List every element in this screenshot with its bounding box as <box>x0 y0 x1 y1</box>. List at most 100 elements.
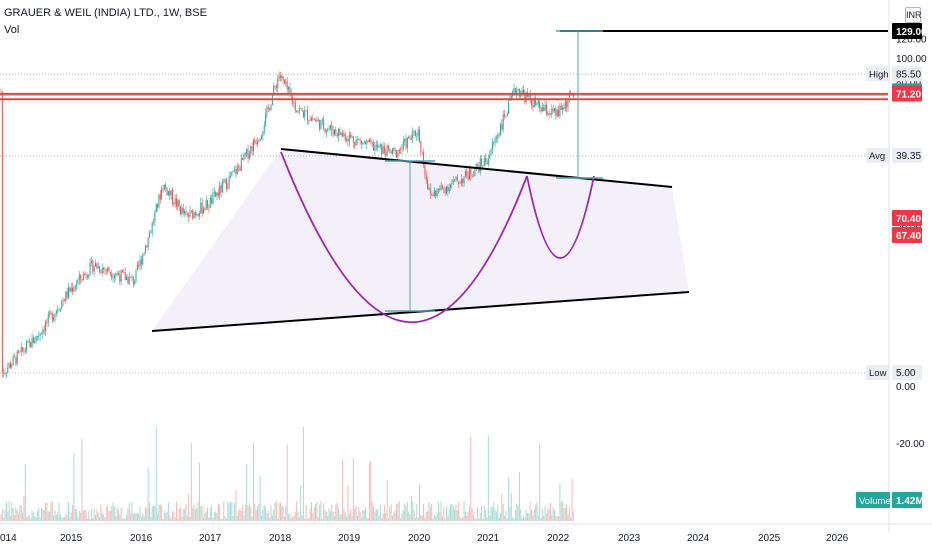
candle-body <box>298 108 300 111</box>
volume-bar <box>362 510 364 521</box>
candle-body <box>567 99 569 108</box>
volume-bar <box>429 506 431 521</box>
candle-body <box>261 135 263 140</box>
volume-bar <box>20 505 22 521</box>
candle-body <box>105 270 107 271</box>
candle-body <box>373 142 375 151</box>
volume-bar <box>328 507 330 521</box>
volume-bar <box>541 509 543 521</box>
volume-bar <box>392 515 393 521</box>
volume-bar <box>421 515 423 521</box>
volume-bar <box>232 515 234 521</box>
volume-bar <box>70 512 72 521</box>
candle-body <box>468 168 470 180</box>
volume-bar <box>119 514 121 521</box>
volume-bar <box>225 518 227 521</box>
candle-body <box>508 100 510 115</box>
candle-body <box>188 214 190 217</box>
candle-body <box>104 269 106 271</box>
candle-body <box>428 187 430 189</box>
volume-bar <box>359 511 361 521</box>
candle-body <box>158 194 160 208</box>
volume-bar <box>257 506 258 521</box>
candle-body <box>539 101 541 108</box>
volume-bar <box>459 516 461 521</box>
candle-body <box>126 277 128 280</box>
volume-bar <box>529 501 531 521</box>
candle-body <box>359 139 361 141</box>
candle-body <box>462 179 464 184</box>
candle-body <box>344 133 346 141</box>
volume-bar <box>414 517 416 521</box>
candle-body <box>393 148 395 151</box>
candle-body <box>122 270 123 273</box>
volume-bar <box>329 511 331 521</box>
candle-body <box>262 131 264 136</box>
volume-bar <box>369 462 371 521</box>
volume-bar <box>346 516 348 521</box>
candle-body <box>76 284 78 287</box>
volume-bar <box>551 514 553 521</box>
volume-bar <box>101 512 103 521</box>
candle-body <box>194 212 196 215</box>
volume-bar <box>508 477 510 521</box>
candle-body <box>355 139 357 146</box>
candle-body <box>328 128 330 130</box>
candle-body <box>452 179 454 184</box>
candle-body <box>313 119 315 121</box>
volume-bar <box>292 516 294 521</box>
candle-body <box>161 189 163 200</box>
volume-bar <box>375 509 377 521</box>
volume-bar <box>166 511 168 521</box>
volume-bar <box>136 512 138 521</box>
volume-bar <box>323 503 325 521</box>
candle-body <box>333 129 335 135</box>
candle-body <box>379 144 381 146</box>
candle-body <box>482 165 484 167</box>
volume-bar <box>15 506 17 521</box>
candle-body <box>41 333 42 335</box>
volume-bar <box>537 515 539 521</box>
candle-body <box>336 133 338 137</box>
volume-bar <box>3 517 5 521</box>
candle-body <box>124 272 126 280</box>
candle-body <box>225 179 227 189</box>
currency-badge[interactable]: INR <box>905 7 922 23</box>
candle-body <box>0 91 2 93</box>
candle-body <box>111 273 113 279</box>
volume-bar <box>455 504 457 521</box>
volume-bar <box>288 514 290 521</box>
volume-bar <box>109 511 111 521</box>
candle-body <box>544 104 546 111</box>
volume-bar <box>509 507 511 521</box>
volume-bar <box>66 514 68 521</box>
candle-body <box>190 210 192 212</box>
volume-bar <box>248 503 250 521</box>
candle-body <box>252 140 254 151</box>
candle-body <box>312 117 314 120</box>
volume-bar <box>193 505 195 521</box>
volume-bar <box>105 506 107 521</box>
volume-bar <box>224 516 226 521</box>
candle-body <box>490 149 492 155</box>
candle-body <box>23 350 25 352</box>
volume-bar <box>176 501 177 521</box>
volume-bar <box>297 511 299 521</box>
volume-bar <box>431 504 433 521</box>
time-tick-label: 2018 <box>269 533 292 544</box>
volume-bar <box>201 505 203 521</box>
volume-bar <box>390 504 392 521</box>
volume-bar <box>309 508 311 521</box>
volume-bar <box>547 508 549 521</box>
candle-body <box>54 313 56 318</box>
volume-bar <box>387 518 389 521</box>
volume-bar <box>510 493 512 521</box>
volume-bar <box>514 510 516 521</box>
volume-bar <box>173 511 175 521</box>
candle-body <box>231 171 233 177</box>
volume-bar <box>88 511 90 521</box>
volume-bar <box>447 516 449 521</box>
volume-bar <box>39 517 41 521</box>
volume-bar <box>68 501 69 521</box>
